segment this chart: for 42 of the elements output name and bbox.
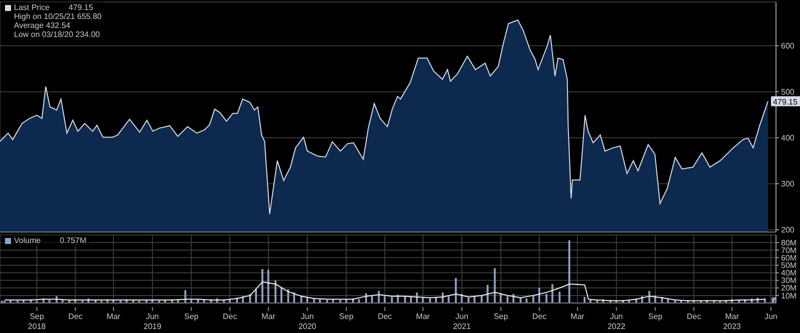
- y-tick-label: 500: [781, 88, 795, 97]
- y-tick-label: 600: [781, 42, 795, 51]
- annotation: Low on 03/18/20 234.00: [13, 30, 101, 39]
- y-tick-label: 80M: [781, 238, 797, 248]
- x-tick-label: Sep: [184, 312, 200, 321]
- y-tick-label: 50M: [781, 261, 797, 270]
- y-tick-label: 30M: [781, 276, 797, 286]
- x-tick-label: Dec: [686, 312, 701, 321]
- line-series: [4, 281, 766, 302]
- annotation: Average 432.54: [13, 21, 72, 30]
- x-tick-label: Sep 2018: [28, 312, 46, 331]
- x-tick-label: Mar: [416, 312, 430, 321]
- legend-label: Volume: [14, 236, 41, 245]
- x-tick-label: Jun 2020: [298, 312, 317, 331]
- y-tick-label: 400: [781, 134, 795, 143]
- x-tick-label: Jun 2022: [608, 312, 626, 331]
- x-tick-label: Mar 2023: [723, 312, 742, 331]
- x-tick-label: Sep: [494, 312, 508, 321]
- y-tick-label: 40M: [781, 268, 797, 278]
- x-tick-label: Dec: [378, 312, 392, 321]
- x-tick-label: Dec: [222, 312, 237, 321]
- x-tick-label: Sep: [648, 312, 664, 321]
- x-tick-label: Mar: [570, 312, 585, 321]
- x-tick-label: Jun 2021: [452, 312, 472, 331]
- text: 0.757M: [60, 236, 86, 245]
- y-tick-label: 300: [781, 180, 795, 189]
- x-tick-label: Sep: [339, 312, 354, 321]
- y-tick-label: 70M: [781, 246, 797, 255]
- y-tick-label: 20M: [781, 284, 797, 293]
- x-tick-label: Dec: [532, 312, 546, 321]
- x-tick-label: Mar: [262, 312, 276, 321]
- x-tick-label: Jun: [764, 312, 778, 321]
- data-label: 479.15: [772, 97, 798, 106]
- legend-label: Last Price: [14, 3, 50, 12]
- x-tick-label: Jun 2019: [144, 312, 162, 331]
- y-tick-label: 10M: [781, 291, 797, 300]
- x-tick-label: Dec: [68, 312, 82, 321]
- text: 479.15: [68, 3, 94, 12]
- annotation: High on 10/25/21 655.80: [13, 12, 102, 21]
- x-tick-label: Mar: [106, 312, 121, 321]
- y-tick-label: 200: [781, 226, 795, 235]
- y-tick-label: 60M: [781, 254, 797, 263]
